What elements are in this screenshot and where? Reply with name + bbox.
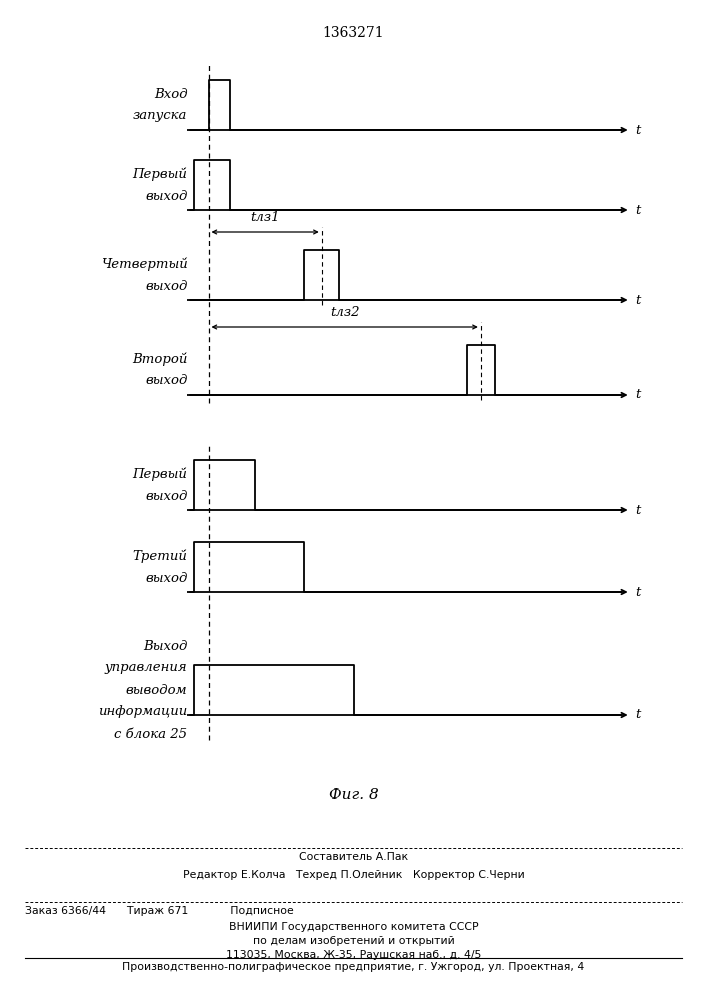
Text: запуска: запуска <box>133 109 187 122</box>
Text: Третий́: Третий́ <box>132 549 187 563</box>
Text: управления: управления <box>105 662 187 675</box>
Text: Фиг. 8: Фиг. 8 <box>329 788 378 802</box>
Text: выход: выход <box>145 489 187 502</box>
Text: с блока 25: с блока 25 <box>115 728 187 740</box>
Text: tлз1: tлз1 <box>250 211 280 224</box>
Text: t: t <box>635 294 641 306</box>
Text: по делам изобретений и открытий: по делам изобретений и открытий <box>252 936 455 946</box>
Text: Четвертый́: Четвертый́ <box>100 257 187 271</box>
Text: 1363271: 1363271 <box>322 26 385 40</box>
Text: выход: выход <box>145 374 187 387</box>
Text: tлз2: tлз2 <box>330 306 359 319</box>
Text: Редактор Е.Колча   Техред П.Олейник   Корректор С.Черни: Редактор Е.Колча Техред П.Олейник Коррек… <box>182 870 525 880</box>
Text: Заказ 6366/44      Тираж 671            Подписное: Заказ 6366/44 Тираж 671 Подписное <box>25 906 293 916</box>
Text: ВНИИПИ Государственного комитета СССР: ВНИИПИ Государственного комитета СССР <box>228 922 479 932</box>
Text: Выход: Выход <box>143 640 187 652</box>
Text: t: t <box>635 123 641 136</box>
Text: 113035, Москва, Ж-35, Раушская наб., д. 4/5: 113035, Москва, Ж-35, Раушская наб., д. … <box>226 950 481 960</box>
Text: Первый́: Первый́ <box>132 467 187 481</box>
Text: t: t <box>635 504 641 516</box>
Text: t: t <box>635 388 641 401</box>
Text: информации: информации <box>98 706 187 718</box>
Text: Производственно-полиграфическое предприятие, г. Ужгород, ул. Проектная, 4: Производственно-полиграфическое предприя… <box>122 962 585 972</box>
Text: выводом: выводом <box>126 684 187 696</box>
Text: выход: выход <box>145 572 187 584</box>
Text: Составитель А.Пак: Составитель А.Пак <box>299 852 408 862</box>
Text: t: t <box>635 585 641 598</box>
Text: t: t <box>635 708 641 722</box>
Text: Второй́: Второй́ <box>132 352 187 366</box>
Text: Первый́: Первый́ <box>132 167 187 181</box>
Text: выход: выход <box>145 190 187 202</box>
Text: t: t <box>635 204 641 217</box>
Text: выход: выход <box>145 279 187 292</box>
Text: Вход: Вход <box>153 88 187 101</box>
